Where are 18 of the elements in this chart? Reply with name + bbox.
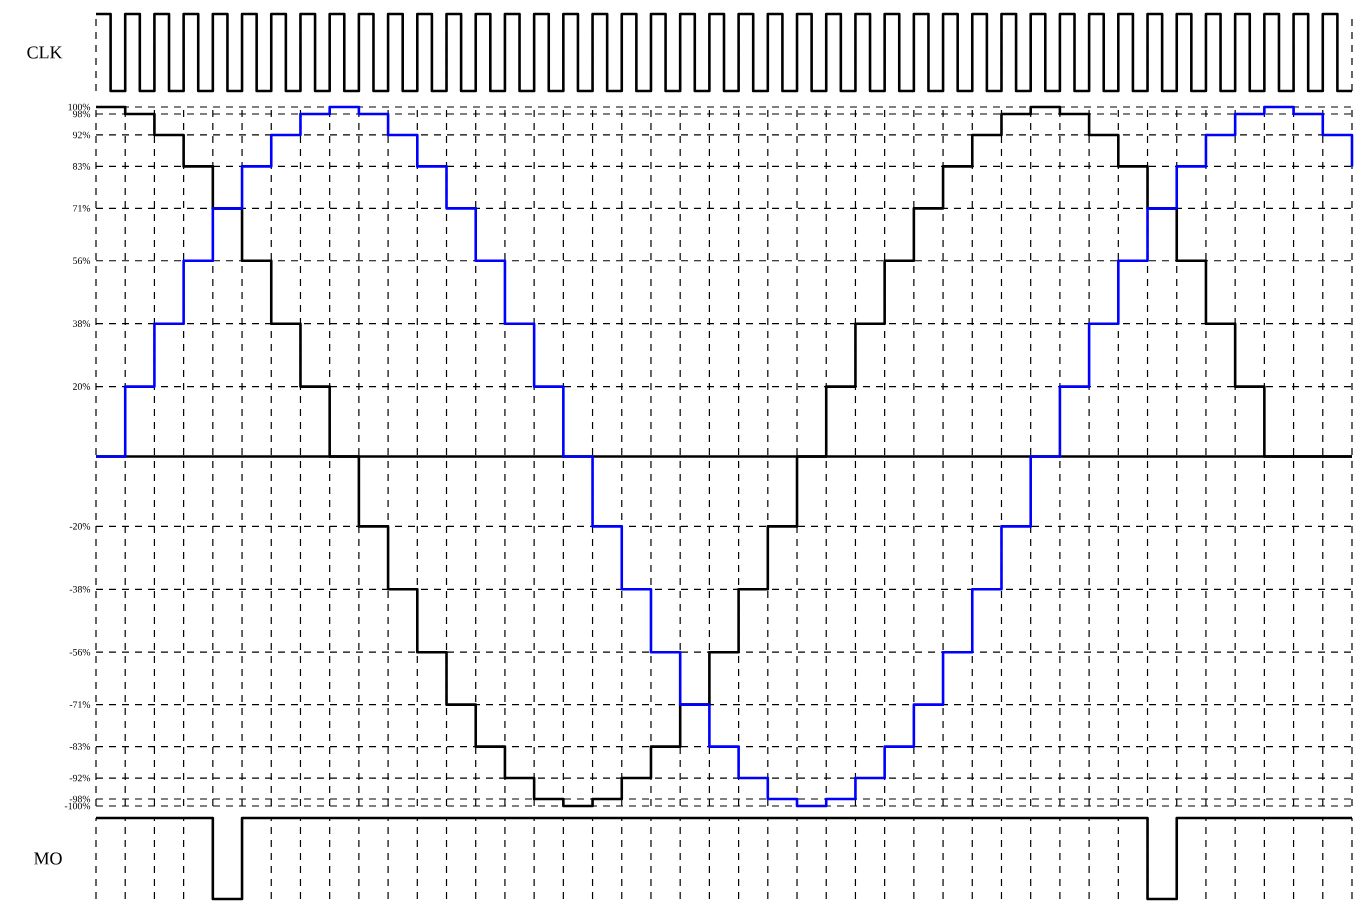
y-axis-title: MO [34, 852, 62, 865]
y-tick-label: 98% [72, 110, 91, 118]
y-tick-label: 100% [68, 103, 91, 111]
y-tick-label: -98% [69, 795, 91, 803]
y-tick-label: 38% [73, 320, 91, 327]
y-tick-label: -56% [69, 648, 91, 656]
y-tick-label: -83% [69, 743, 91, 750]
y-tick-label: -100% [64, 802, 91, 810]
y-tick-label: 56% [73, 257, 91, 265]
y-tick-label: -92% [69, 774, 91, 782]
y-axis-title: CLK [27, 46, 63, 59]
y-tick-label: 92% [72, 131, 91, 139]
y-tick-label: 20% [73, 383, 91, 390]
y-tick-label: 83% [72, 163, 91, 170]
y-tick-label: -20% [69, 523, 91, 530]
y-tick-label: -71% [69, 701, 91, 708]
y-tick-label: 71% [73, 205, 91, 212]
y-tick-label: -38% [69, 585, 91, 593]
